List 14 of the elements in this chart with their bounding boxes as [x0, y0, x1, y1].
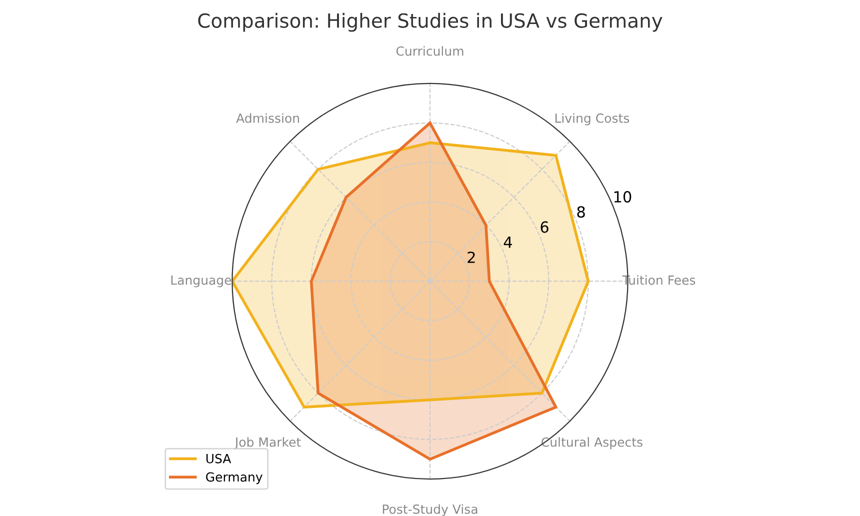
spoke-label: Living Costs	[555, 113, 630, 126]
y-tick-label: 2	[468, 252, 475, 263]
y-tick-label: 6	[540, 221, 548, 233]
legend-label: Germany	[206, 472, 262, 484]
y-tick-label: 8	[577, 206, 585, 218]
chart-title: Comparison: Higher Studies in USA vs Germany	[198, 12, 662, 32]
spoke-label: Job Market	[234, 437, 301, 450]
spoke-label: Admission	[236, 113, 299, 123]
legend-label: USA	[206, 454, 232, 464]
spoke-label: Post-Study Visa	[382, 504, 478, 516]
spoke-label: Language	[171, 276, 232, 288]
y-tick-label: 4	[504, 236, 512, 248]
spoke-label: Curriculum	[396, 46, 464, 56]
y-tick-label: 10	[614, 191, 632, 203]
